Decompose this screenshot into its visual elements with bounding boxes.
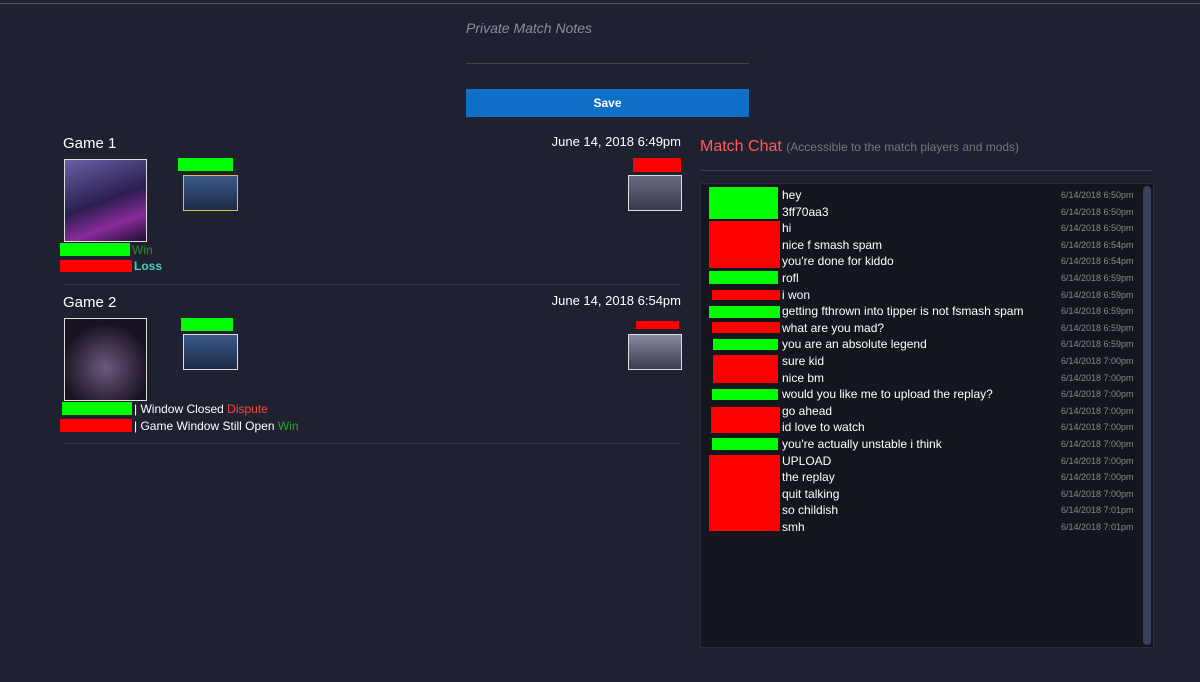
chat-message: go ahead bbox=[782, 403, 833, 418]
chat-message: quit talking bbox=[782, 486, 840, 501]
chat-timestamp: 6/14/2018 7:00pm bbox=[1061, 488, 1134, 499]
stage-image bbox=[64, 159, 147, 242]
chat-timestamp: 6/14/2018 6:59pm bbox=[1061, 273, 1134, 283]
chat-message: hi bbox=[782, 221, 792, 236]
chat-timestamp: 6/14/2018 6:54pm bbox=[1061, 256, 1134, 267]
status: | Window Closed Dispute bbox=[134, 402, 268, 416]
chat-timestamp: 6/14/2018 7:00pm bbox=[1061, 389, 1134, 400]
chat-message: getting fthrown into tipper is not fsmas… bbox=[782, 304, 1024, 319]
redaction bbox=[712, 389, 778, 400]
chat-timestamp: 6/14/2018 6:59pm bbox=[1061, 289, 1134, 300]
game-date: June 14, 2018 6:54pm bbox=[551, 293, 681, 308]
chat-message: smh bbox=[782, 520, 805, 534]
chat-title: Match Chat (Accessible to the match play… bbox=[700, 138, 1019, 156]
chat-title-text: Match Chat bbox=[700, 138, 782, 155]
stage-image bbox=[64, 318, 147, 401]
chat-timestamp: 6/14/2018 7:00pm bbox=[1061, 356, 1134, 366]
game-title: Game 1 bbox=[63, 135, 117, 152]
chat-message: you're actually unstable i think bbox=[782, 437, 942, 451]
chat-message: id love to watch bbox=[782, 420, 865, 435]
redaction bbox=[712, 290, 780, 300]
redaction bbox=[711, 407, 780, 433]
chat-message: the replay bbox=[782, 470, 835, 485]
chat-timestamp: 6/14/2018 6:54pm bbox=[1061, 239, 1134, 250]
chat-timestamp: 6/14/2018 6:50pm bbox=[1061, 190, 1134, 200]
game-date: June 14, 2018 6:49pm bbox=[551, 134, 681, 149]
redaction bbox=[712, 438, 778, 450]
character-icon bbox=[628, 175, 682, 211]
character-icon bbox=[183, 334, 238, 370]
character-icon bbox=[183, 175, 238, 211]
notes-input[interactable]: Private Match Notes bbox=[466, 20, 749, 64]
redaction bbox=[636, 321, 679, 329]
game-title: Game 2 bbox=[63, 294, 117, 311]
divider bbox=[63, 443, 681, 444]
redaction bbox=[709, 221, 780, 268]
chat-message: nice f smash spam bbox=[782, 237, 883, 252]
chat-timestamp: 6/14/2018 6:59pm bbox=[1061, 322, 1134, 333]
chat-timestamp: 6/14/2018 7:00pm bbox=[1061, 439, 1134, 449]
chat-timestamp: 6/14/2018 7:00pm bbox=[1061, 422, 1134, 433]
chat-message: nice bm bbox=[782, 370, 825, 385]
chat-timestamp: 6/14/2018 7:00pm bbox=[1061, 472, 1134, 483]
chat-message: hey bbox=[782, 188, 802, 202]
redaction bbox=[62, 402, 132, 415]
chat-timestamp: 6/14/2018 7:00pm bbox=[1061, 372, 1134, 383]
redaction bbox=[178, 158, 233, 171]
chat-timestamp: 6/14/2018 7:00pm bbox=[1061, 405, 1134, 416]
redaction bbox=[60, 419, 132, 432]
redaction bbox=[713, 339, 778, 350]
redaction bbox=[712, 322, 780, 333]
redaction bbox=[60, 243, 130, 256]
character-icon bbox=[628, 334, 682, 370]
divider bbox=[63, 284, 681, 285]
chat-timestamp: 6/14/2018 6:50pm bbox=[1061, 223, 1134, 234]
redaction bbox=[709, 306, 780, 318]
redaction bbox=[709, 271, 778, 284]
top-border bbox=[0, 3, 1200, 4]
chat-message: UPLOAD bbox=[782, 453, 832, 468]
redaction bbox=[60, 260, 132, 272]
chat-message: would you like me to upload the replay? bbox=[782, 387, 993, 402]
chat-message: 3ff70aa3 bbox=[782, 204, 829, 219]
chat-message: sure kid bbox=[782, 354, 825, 368]
chat-subtitle: (Accessible to the match players and mod… bbox=[786, 140, 1020, 154]
chat-timestamp: 6/14/2018 6:59pm bbox=[1061, 339, 1134, 350]
divider bbox=[700, 170, 1152, 171]
result: Win bbox=[132, 243, 153, 257]
chat-message: so childish bbox=[782, 503, 839, 518]
redaction bbox=[713, 355, 778, 383]
result: Dispute bbox=[227, 402, 268, 416]
result: Loss bbox=[134, 259, 163, 273]
redaction bbox=[181, 318, 233, 331]
chat-message: i won bbox=[782, 287, 811, 302]
redaction bbox=[633, 158, 681, 172]
chat-timestamp: 6/14/2018 6:50pm bbox=[1061, 206, 1134, 217]
chat-timestamp: 6/14/2018 7:01pm bbox=[1061, 505, 1134, 516]
chat-timestamp: 6/14/2018 7:00pm bbox=[1061, 455, 1134, 466]
result: Win bbox=[277, 419, 299, 433]
chat-timestamp: 6/14/2018 7:01pm bbox=[1061, 522, 1134, 532]
chat-message: you are an absolute legend bbox=[782, 337, 927, 352]
scrollbar[interactable] bbox=[1143, 186, 1151, 645]
save-button[interactable]: Save bbox=[466, 89, 749, 117]
chat-message: you're done for kiddo bbox=[782, 254, 894, 269]
chat-timestamp: 6/14/2018 6:59pm bbox=[1061, 306, 1134, 317]
status-text: | Game Window Still Open bbox=[134, 419, 275, 433]
redaction bbox=[709, 455, 780, 531]
redaction bbox=[709, 187, 778, 219]
status-text: | Window Closed bbox=[134, 402, 224, 416]
chat-message: rofl bbox=[782, 271, 799, 285]
chat-message: what are you mad? bbox=[782, 320, 885, 335]
status: | Game Window Still Open Win bbox=[134, 419, 299, 433]
